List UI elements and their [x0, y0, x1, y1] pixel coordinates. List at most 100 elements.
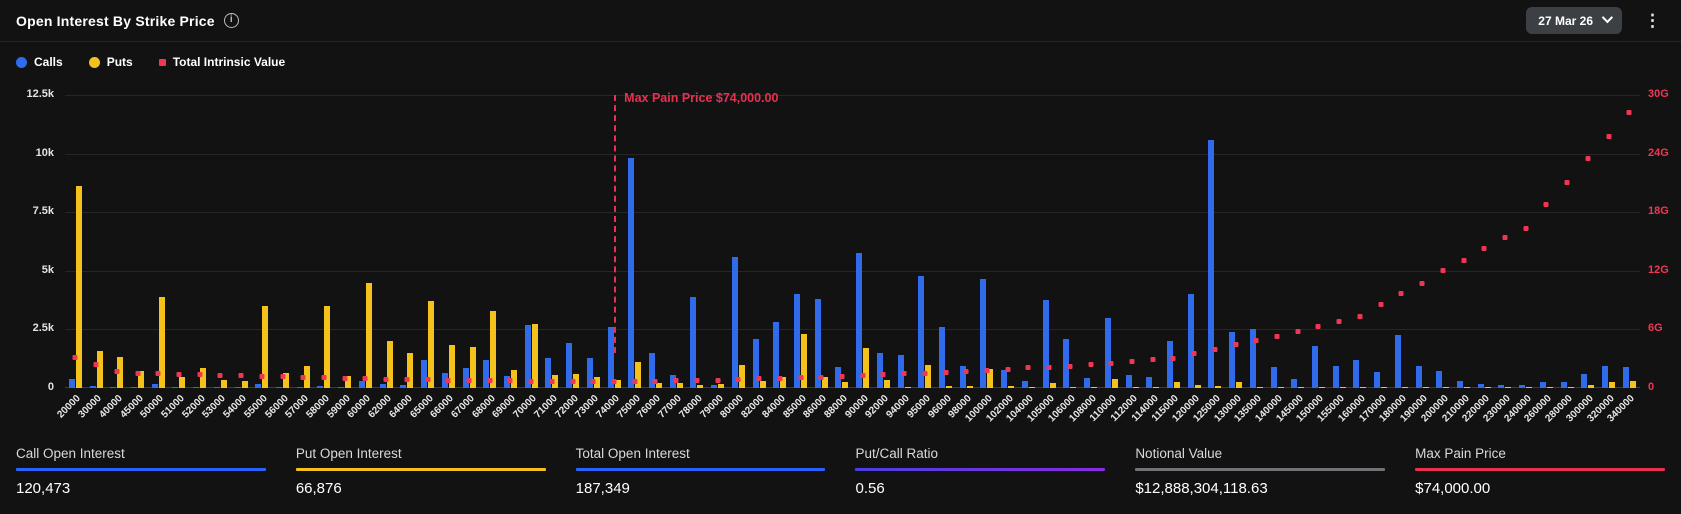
bar-group-170000[interactable]: 170000 [1357, 95, 1391, 424]
intrinsic-value-point [1461, 258, 1467, 264]
bar-group-65000[interactable]: 65000 [408, 95, 438, 420]
bar-group-280000[interactable]: 280000 [1544, 95, 1578, 424]
call-bar [1001, 369, 1008, 388]
bar-group-45000[interactable]: 45000 [118, 95, 148, 420]
stat-value: $12,888,304,118.63 [1135, 479, 1268, 497]
bar-group-71000[interactable]: 71000 [532, 95, 563, 420]
bar-group-74000[interactable]: 74000 [594, 95, 625, 420]
intrinsic-value-point [1233, 342, 1239, 348]
bar-group-102000[interactable]: 102000 [984, 95, 1018, 424]
bar-group-104000[interactable]: 104000 [1005, 95, 1039, 424]
kebab-menu-icon[interactable]: ⋮ [1644, 11, 1661, 30]
bar-group-115000[interactable]: 115000 [1150, 95, 1184, 424]
call-bar [110, 386, 117, 388]
bar-group-62000[interactable]: 62000 [366, 95, 397, 420]
bar-group-73000[interactable]: 73000 [574, 95, 604, 420]
call-bar [379, 384, 386, 388]
bar-group-320000[interactable]: 320000 [1585, 95, 1619, 424]
bar-group-77000[interactable]: 77000 [657, 95, 687, 420]
bar-group-105000[interactable]: 105000 [1026, 95, 1060, 424]
bar-group-72000[interactable]: 72000 [553, 95, 583, 420]
expiry-dropdown[interactable]: 27 Mar 26 [1526, 7, 1622, 34]
bar-group-100000[interactable]: 100000 [963, 95, 998, 424]
bar-group-86000[interactable]: 86000 [802, 95, 832, 420]
bar-group-52000[interactable]: 52000 [180, 95, 210, 420]
bar-group-56000[interactable]: 56000 [263, 95, 293, 420]
bar-group-55000[interactable]: 55000 [242, 95, 272, 420]
bar-group-70000[interactable]: 70000 [512, 95, 542, 420]
bar-group-57000[interactable]: 57000 [284, 95, 314, 420]
bar-group-68000[interactable]: 68000 [470, 95, 500, 420]
bar-group-300000[interactable]: 300000 [1564, 95, 1598, 424]
bar-group-80000[interactable]: 80000 [719, 95, 749, 420]
bar-group-260000[interactable]: 260000 [1523, 95, 1557, 424]
bar-group-130000[interactable]: 130000 [1212, 95, 1246, 424]
put-bar [117, 356, 124, 388]
bar-group-58000[interactable]: 58000 [304, 95, 335, 420]
legend-item-total-intrinsic-value[interactable]: Total Intrinsic Value [158, 55, 285, 69]
bar-group-340000[interactable]: 340000 [1606, 95, 1640, 424]
bar-group-79000[interactable]: 79000 [698, 95, 728, 420]
bar-group-120000[interactable]: 120000 [1171, 95, 1205, 424]
bar-group-92000[interactable]: 92000 [864, 95, 894, 420]
bar-group-114000[interactable]: 114000 [1130, 95, 1163, 424]
bar-group-88000[interactable]: 88000 [822, 95, 853, 420]
bar-group-66000[interactable]: 66000 [429, 95, 459, 420]
bar-group-64000[interactable]: 64000 [387, 95, 418, 420]
legend-item-puts[interactable]: Puts [88, 55, 133, 69]
bar-group-94000[interactable]: 94000 [884, 95, 915, 420]
bar-group-50000[interactable]: 50000 [139, 95, 169, 420]
bar-group-40000[interactable]: 40000 [97, 95, 127, 420]
bar-group-190000[interactable]: 190000 [1398, 95, 1433, 424]
bar-group-20000[interactable]: 20000 [56, 95, 86, 420]
bar-group-78000[interactable]: 78000 [677, 95, 708, 420]
bar-group-210000[interactable]: 210000 [1440, 95, 1474, 424]
bar-group-85000[interactable]: 85000 [781, 95, 811, 420]
call-bar [752, 338, 759, 388]
bar-group-69000[interactable]: 69000 [491, 95, 521, 420]
call-bar [1519, 384, 1526, 388]
bar-group-135000[interactable]: 135000 [1233, 95, 1267, 424]
bar-group-230000[interactable]: 230000 [1481, 95, 1516, 424]
bar-group-155000[interactable]: 155000 [1316, 95, 1350, 424]
bar-group-95000[interactable]: 95000 [905, 95, 935, 420]
bar-group-125000[interactable]: 125000 [1191, 95, 1226, 424]
bar-group-90000[interactable]: 90000 [843, 95, 873, 420]
call-bar [1581, 374, 1588, 388]
bar-group-106000[interactable]: 106000 [1046, 95, 1081, 424]
put-bar [987, 369, 994, 388]
bar-group-240000[interactable]: 240000 [1502, 95, 1536, 424]
bar-group-54000[interactable]: 54000 [221, 95, 252, 420]
bar-group-60000[interactable]: 60000 [346, 95, 376, 420]
bar-group-30000[interactable]: 30000 [76, 95, 107, 420]
bar-group-84000[interactable]: 84000 [760, 95, 790, 420]
bar-group-75000[interactable]: 75000 [615, 95, 645, 420]
bar-group-145000[interactable]: 145000 [1274, 95, 1308, 424]
bar-group-220000[interactable]: 220000 [1461, 95, 1495, 424]
legend-item-calls[interactable]: Calls [16, 55, 63, 69]
bar-group-96000[interactable]: 96000 [926, 95, 956, 420]
bar-group-180000[interactable]: 180000 [1378, 95, 1412, 424]
bar-group-112000[interactable]: 112000 [1109, 95, 1143, 424]
put-bar [1318, 386, 1325, 388]
bar-group-160000[interactable]: 160000 [1336, 95, 1371, 424]
bar-group-108000[interactable]: 108000 [1067, 95, 1101, 424]
bar-group-200000[interactable]: 200000 [1419, 95, 1453, 424]
bar-group-98000[interactable]: 98000 [947, 95, 977, 420]
chart-legend: Calls Puts Total Intrinsic Value [16, 55, 285, 69]
bar-group-76000[interactable]: 76000 [636, 95, 666, 420]
bar-group-51000[interactable]: 51000 [159, 95, 190, 420]
bar-group-82000[interactable]: 82000 [739, 95, 770, 420]
call-bar [1560, 381, 1567, 388]
bar-group-110000[interactable]: 110000 [1088, 95, 1122, 424]
info-icon[interactable]: i [223, 13, 239, 28]
left-axis-tick: 0 [47, 381, 54, 393]
bar-group-53000[interactable]: 53000 [201, 95, 231, 420]
stat-accent-bar [855, 468, 1106, 471]
bar-group-150000[interactable]: 150000 [1295, 95, 1329, 424]
put-bar [1505, 386, 1512, 388]
put-bar [1194, 384, 1201, 388]
bar-group-67000[interactable]: 67000 [449, 95, 480, 420]
bar-group-59000[interactable]: 59000 [325, 95, 355, 420]
bar-group-140000[interactable]: 140000 [1253, 95, 1288, 424]
